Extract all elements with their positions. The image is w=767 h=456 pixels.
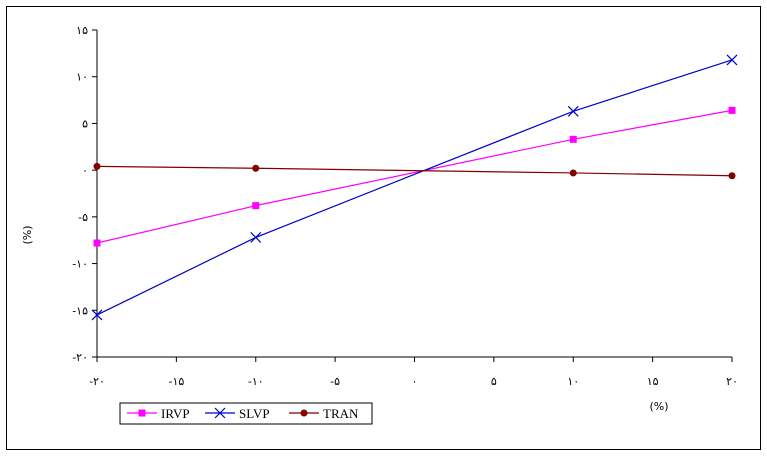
x-tick-label: ۵ [491, 375, 497, 388]
y-tick-label: -۱۵ [72, 304, 88, 317]
y-tick-label: -۱۰ [72, 258, 88, 271]
legend-item-slvp: SLVP [205, 406, 270, 421]
legend-item-irvp: IRVP [127, 406, 190, 421]
y-ticks: ۱۵ ۱۰ ۵ ۰ -۵ -۱۰ -۱۵ -۲۰ [72, 24, 97, 364]
series-line-slvp [96, 59, 733, 316]
legend-item-tran: TRAN [289, 406, 359, 421]
x-marker-stroke [214, 407, 226, 419]
data-point-slvp [726, 54, 738, 66]
data-point-irvp [569, 135, 577, 143]
data-point-tran [569, 169, 577, 177]
y-tick-label: ۰ [82, 164, 88, 177]
y-tick-label: ۱۵ [76, 24, 88, 37]
x-ticks: -۲۰ -۱۵ -۱۰ -۵ ۰ ۵ ۱۰ ۱۵ ۲۰ [89, 357, 738, 388]
data-point-slvp [567, 105, 579, 117]
x-marker-stroke [567, 105, 579, 117]
legend-label-tran: TRAN [323, 406, 359, 421]
x-marker-stroke [250, 231, 262, 243]
x-tick-label: -۱۰ [248, 375, 264, 388]
data-point-slvp [91, 309, 103, 321]
y-axis-label: (%) [21, 225, 34, 244]
x-tick-label: ۲۰ [726, 375, 738, 388]
chart-frame: ۱۵ ۱۰ ۵ ۰ -۵ -۱۰ -۱۵ -۲۰ -۲۰ -۱۵ -۱۰ -۵ ۰ ۵ ۱۰ ۱۵ ۲۰ (%… [6, 6, 761, 450]
series-line-irvp [96, 109, 733, 244]
legend-label-irvp: IRVP [161, 406, 190, 421]
series-tran [93, 162, 736, 180]
x-marker-stroke [726, 54, 738, 66]
legend-marker-tran [300, 409, 308, 417]
data-point-irvp [728, 106, 736, 114]
data-point-slvp [250, 231, 262, 243]
series-slvp [91, 54, 738, 321]
series-irvp [93, 106, 736, 247]
x-tick-label: -۲۰ [89, 375, 105, 388]
y-tick-label: ۵ [82, 117, 88, 130]
x-tick-label: ۰ [412, 375, 418, 388]
x-tick-label: ۱۵ [647, 375, 659, 388]
data-point-tran [93, 162, 101, 170]
x-tick-label: -۱۵ [168, 375, 184, 388]
data-point-tran [728, 172, 736, 180]
data-point-irvp [252, 202, 260, 210]
y-tick-label: ۱۰ [76, 71, 88, 84]
legend-box [119, 402, 373, 425]
legend-marker-slvp [214, 407, 226, 419]
x-tick-label: -۵ [330, 375, 340, 388]
x-tick-label: ۱۰ [567, 375, 579, 388]
line-chart: ۱۵ ۱۰ ۵ ۰ -۵ -۱۰ -۱۵ -۲۰ -۲۰ -۱۵ -۱۰ -۵ ۰ ۵ ۱۰ ۱۵ ۲۰ (%… [21, 24, 738, 425]
legend-marker-irvp [138, 409, 146, 417]
legend-label-slvp: SLVP [239, 406, 270, 421]
y-tick-label: -۵ [78, 211, 88, 224]
data-point-irvp [93, 239, 101, 247]
y-tick-label: -۲۰ [72, 351, 88, 364]
series-line-tran [96, 165, 733, 177]
axes [96, 30, 732, 358]
legend: IRVP SLVP TRAN [119, 402, 373, 425]
data-point-tran [252, 164, 260, 172]
x-marker-stroke [91, 309, 103, 321]
x-axis-label: (%) [649, 400, 668, 413]
series-group [91, 54, 738, 321]
